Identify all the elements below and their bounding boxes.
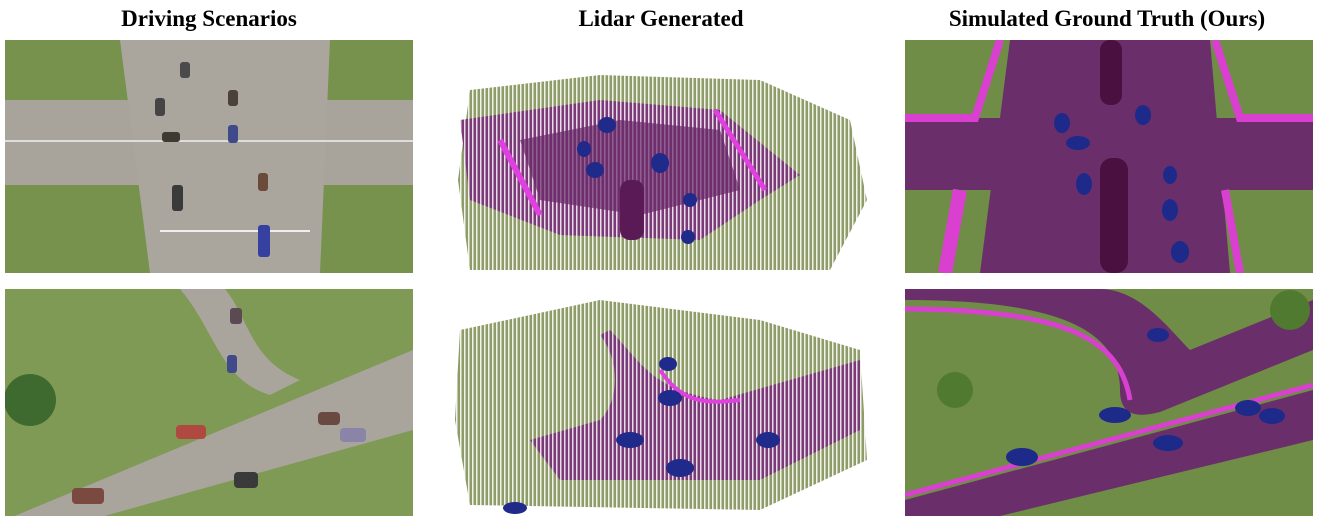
car bbox=[683, 193, 697, 207]
car bbox=[155, 98, 165, 116]
car bbox=[340, 428, 366, 442]
car bbox=[1054, 113, 1070, 133]
lane-mark bbox=[5, 140, 413, 142]
road bbox=[120, 40, 330, 273]
car bbox=[1147, 328, 1169, 342]
car bbox=[318, 412, 340, 425]
car bbox=[658, 390, 682, 406]
car bbox=[1162, 199, 1178, 221]
car bbox=[1153, 435, 1183, 451]
car bbox=[234, 472, 258, 488]
lidar-image bbox=[455, 40, 867, 273]
tree bbox=[4, 374, 56, 426]
car bbox=[756, 432, 780, 448]
car bbox=[586, 162, 604, 178]
tree bbox=[1270, 290, 1310, 330]
scenario-image bbox=[5, 40, 413, 273]
car bbox=[258, 225, 270, 257]
car bbox=[258, 173, 268, 191]
lane-mark bbox=[160, 230, 310, 232]
median bbox=[620, 180, 644, 240]
car bbox=[1259, 408, 1285, 424]
car bbox=[176, 425, 206, 439]
car bbox=[1163, 166, 1177, 184]
lidar-image bbox=[455, 289, 867, 516]
scenario-image bbox=[4, 289, 413, 519]
car bbox=[1171, 241, 1189, 263]
car bbox=[72, 488, 104, 504]
car bbox=[1099, 407, 1131, 423]
car bbox=[227, 355, 237, 373]
car bbox=[598, 117, 616, 133]
car bbox=[230, 308, 242, 324]
car bbox=[666, 459, 694, 477]
car bbox=[577, 141, 591, 157]
figure: Driving Scenarios Lidar Generated Simula… bbox=[0, 0, 1317, 519]
tree bbox=[937, 372, 973, 408]
car bbox=[659, 357, 677, 371]
image-grid bbox=[0, 0, 1317, 519]
ground-truth-image bbox=[905, 40, 1313, 273]
car bbox=[651, 153, 669, 173]
car bbox=[180, 62, 190, 78]
car bbox=[1006, 448, 1038, 466]
car bbox=[1066, 136, 1090, 150]
car bbox=[162, 132, 180, 142]
car bbox=[228, 125, 238, 143]
car bbox=[616, 432, 644, 448]
median bbox=[1100, 158, 1128, 273]
car bbox=[503, 502, 527, 514]
car bbox=[1135, 105, 1151, 125]
ground-truth-image bbox=[905, 289, 1313, 516]
median bbox=[1100, 40, 1122, 105]
car bbox=[228, 90, 238, 106]
car bbox=[1235, 400, 1261, 416]
car bbox=[681, 230, 695, 244]
car bbox=[1076, 173, 1092, 195]
car bbox=[172, 185, 183, 211]
